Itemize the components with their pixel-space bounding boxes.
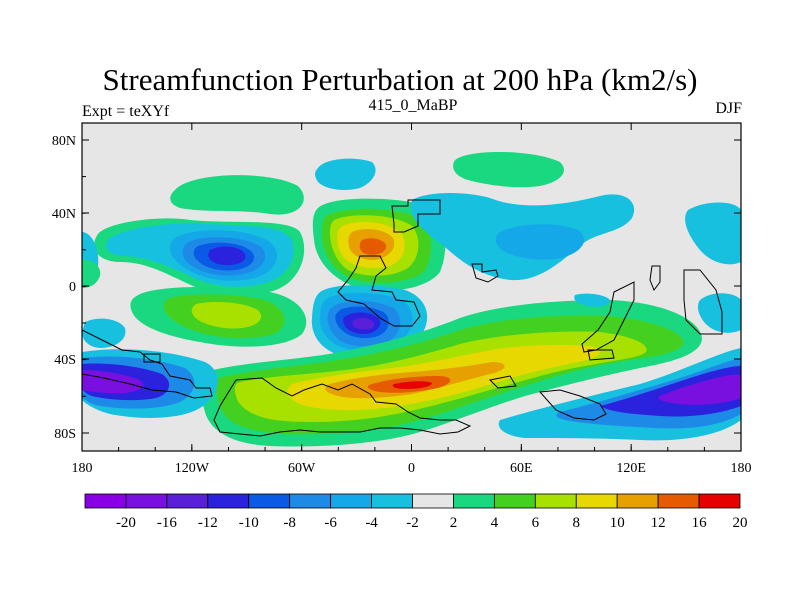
coastline-outline	[471, 263, 499, 283]
coastline-outline	[488, 375, 517, 389]
colorbar-label: 4	[491, 515, 499, 531]
longitude-axis: 180 120W 60W 0 60E 120E 180	[72, 123, 752, 476]
coastline-outline	[391, 199, 441, 233]
colorbar-swatch	[534, 493, 577, 509]
colorbar-swatch	[698, 493, 741, 509]
coastline-outline	[538, 389, 607, 421]
colorbar: -20 -16 -12 -10 -8 -6 -4 -2 2 4 6 8 10 12 16 20	[84, 493, 748, 531]
coastline-outline	[143, 353, 161, 363]
plot-title: Streamfunction Perturbation at 200 hPa (…	[102, 62, 698, 97]
anomaly-positive	[82, 259, 101, 288]
colorbar-label: 2	[450, 515, 458, 531]
colorbar-swatch	[84, 493, 127, 509]
colorbar-label: 8	[573, 515, 581, 531]
lon-tick-label: 120E	[616, 461, 646, 476]
coastline-outline	[82, 329, 213, 399]
colorbar-label: -4	[365, 515, 378, 531]
anomaly-negative	[208, 246, 246, 266]
colorbar-label: -8	[283, 515, 296, 531]
colorbar-label: 16	[692, 515, 708, 531]
anomaly-positive	[315, 158, 376, 190]
anomaly-negative	[82, 318, 126, 348]
lat-tick-label: 40N	[52, 207, 76, 222]
colorbar-swatch	[412, 493, 454, 509]
anomaly-negative	[82, 370, 144, 394]
colorbar-swatch	[125, 493, 168, 509]
colorbar-swatch	[166, 493, 209, 509]
colorbar-swatch	[289, 493, 332, 509]
colorbar-swatch	[248, 493, 291, 509]
colorbar-swatch	[493, 493, 536, 509]
colorbar-label: 10	[610, 515, 625, 531]
colorbar-swatch	[453, 493, 495, 509]
coastline-outline	[337, 255, 421, 327]
colorbar-swatch	[371, 493, 413, 509]
lon-tick-label: 60E	[510, 461, 533, 476]
coastline-outline	[213, 377, 472, 437]
lat-tick-label: 40S	[54, 353, 76, 368]
anomaly-positive	[170, 175, 304, 215]
anomaly-positive	[453, 151, 564, 188]
colorbar-swatch	[657, 493, 700, 509]
colorbar-label: 20	[733, 515, 748, 531]
lat-tick-label: 0	[69, 280, 76, 295]
anomaly-negative	[495, 224, 585, 260]
lon-tick-label: 0	[408, 461, 415, 476]
anomaly-negative	[658, 374, 741, 405]
colorbar-swatch	[330, 493, 372, 509]
colorbar-label: -10	[239, 515, 259, 531]
anomaly-negative	[352, 317, 374, 330]
coastline-outline	[649, 265, 661, 292]
case-label: 415_0_MaBP	[368, 97, 458, 114]
colorbar-swatch	[575, 493, 618, 509]
colorbar-label: 12	[651, 515, 666, 531]
lon-tick-label: 180	[72, 461, 93, 476]
colorbar-label: 6	[532, 515, 540, 531]
anomaly-negative	[697, 293, 741, 333]
colorbar-label: -12	[198, 515, 218, 531]
coastlines	[82, 199, 723, 437]
lon-tick-label: 60W	[288, 461, 316, 476]
coastline-outline	[587, 349, 615, 361]
contour-field	[82, 151, 741, 447]
colorbar-label: -2	[406, 515, 419, 531]
colorbar-label: -20	[116, 515, 136, 531]
experiment-label: Expt = teXYf	[82, 103, 170, 120]
lon-tick-label: 180	[731, 461, 752, 476]
lat-tick-label: 80N	[52, 134, 76, 149]
lat-tick-label: 80S	[54, 427, 76, 442]
coastline-outline	[683, 269, 723, 335]
anomaly-negative	[574, 293, 610, 307]
lon-tick-label: 120W	[175, 461, 210, 476]
colorbar-swatch	[616, 493, 659, 509]
colorbar-swatch	[207, 493, 250, 509]
colorbar-label: -6	[324, 515, 337, 531]
anomaly-positive	[191, 302, 262, 329]
season-label: DJF	[715, 100, 742, 117]
anomaly-negative	[685, 202, 741, 265]
latitude-axis: 80N 40N 0 40S 80S	[52, 134, 741, 442]
anomaly-positive	[392, 381, 432, 389]
anomaly-positive	[359, 238, 387, 255]
colorbar-label: -16	[157, 515, 177, 531]
